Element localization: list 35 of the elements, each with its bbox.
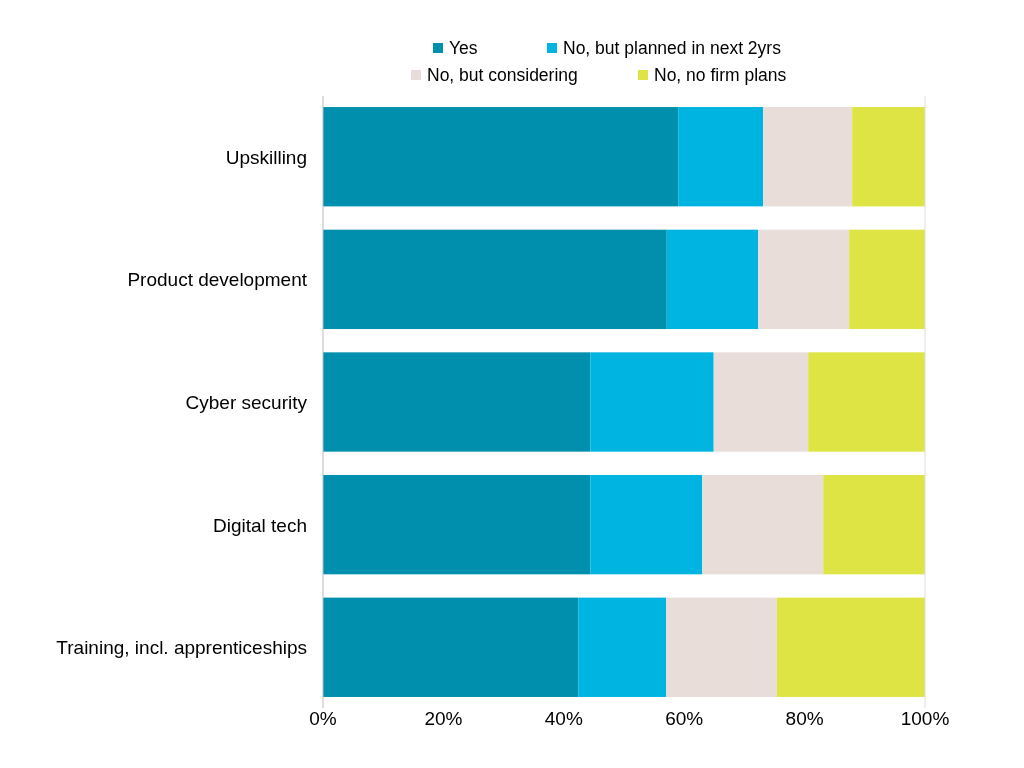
y-tick-label: Training, incl. apprenticeships	[56, 637, 307, 659]
y-tick-label: Upskilling	[225, 146, 307, 168]
legend-label: No, but planned in next 2yrs	[563, 38, 782, 58]
x-tick-label: 100%	[900, 708, 950, 729]
bar	[578, 597, 667, 697]
legend-label: Yes	[449, 38, 478, 58]
x-tick-label: 60%	[665, 708, 704, 729]
bar	[763, 107, 853, 207]
bar	[823, 474, 925, 575]
x-tick-label: 80%	[785, 708, 824, 729]
bar	[808, 352, 925, 452]
bar	[323, 597, 579, 697]
x-tick-label: 20%	[424, 708, 463, 729]
x-tick-label: 0%	[309, 708, 337, 729]
bar	[678, 107, 764, 207]
bar	[849, 229, 925, 330]
bar	[323, 229, 667, 330]
x-tick-label: 40%	[544, 708, 583, 729]
bar	[590, 352, 714, 452]
bar	[666, 229, 759, 330]
bar	[702, 474, 824, 575]
bar	[852, 107, 925, 207]
bar	[323, 352, 591, 452]
bar	[713, 352, 809, 452]
legend-label: No, no firm plans	[654, 65, 787, 85]
bar	[323, 474, 591, 575]
y-tick-label: Cyber security	[185, 392, 308, 413]
y-tick-label: Digital tech	[213, 514, 307, 536]
bar	[590, 474, 703, 575]
y-tick-label: Product development	[127, 269, 308, 291]
bar	[666, 597, 777, 697]
legend-label: No, but considering	[427, 65, 578, 85]
bar	[758, 229, 850, 330]
bar	[776, 597, 925, 697]
bar	[323, 107, 679, 207]
